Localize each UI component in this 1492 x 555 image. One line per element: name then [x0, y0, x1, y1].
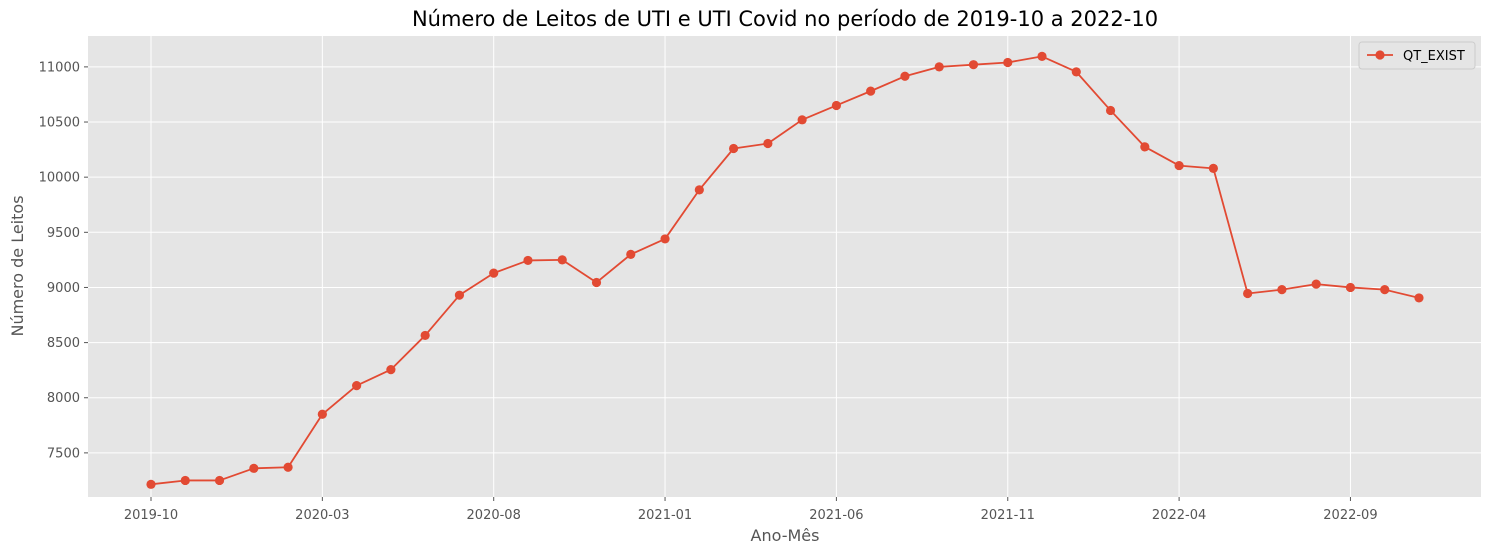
data-point [1208, 163, 1218, 173]
x-tick-label: 2022-09 [1323, 508, 1377, 523]
data-point [146, 479, 156, 489]
x-tick-label: 2021-01 [638, 508, 692, 523]
plot-area [88, 36, 1481, 497]
legend-label: QT_EXIST [1403, 49, 1465, 64]
data-point [317, 409, 327, 419]
data-point [386, 365, 396, 375]
x-tick-label: 2021-11 [981, 508, 1035, 523]
data-point [1345, 282, 1356, 293]
x-tick-label: 2022-04 [1152, 508, 1206, 523]
data-point [180, 475, 190, 486]
data-point [420, 330, 430, 341]
data-point [694, 185, 704, 195]
y-axis: 7500 8000 8500 9000 9500 10000 10500 11000 [39, 60, 88, 461]
x-axis-label: Ano-Mês [751, 526, 820, 545]
data-point [968, 60, 979, 70]
data-point [1414, 293, 1424, 303]
data-point [1003, 57, 1013, 68]
data-point [1105, 105, 1116, 116]
data-point [1071, 67, 1081, 77]
data-point [1380, 285, 1390, 295]
x-axis: 2019-10 2020-03 2020-08 2021-01 2021-06 2021-… [124, 497, 1378, 523]
x-tick-label: 2019-10 [124, 508, 178, 523]
y-tick-label: 8000 [47, 391, 80, 406]
data-point [866, 86, 876, 96]
data-point [454, 290, 465, 300]
x-tick-label: 2020-08 [467, 508, 521, 523]
y-tick-label: 9500 [47, 226, 80, 241]
data-point [797, 115, 807, 125]
legend-marker [1375, 50, 1385, 60]
x-tick-label: 2021-06 [809, 508, 863, 523]
y-tick-label: 10000 [39, 171, 80, 186]
data-point [489, 268, 499, 278]
data-point [660, 234, 670, 244]
y-tick-label: 9000 [47, 281, 80, 296]
data-point [214, 475, 225, 486]
data-point [934, 62, 944, 72]
legend: QT_EXIST [1358, 41, 1476, 70]
data-point [523, 255, 533, 266]
legend-box [1358, 41, 1476, 70]
y-tick-label: 11000 [39, 60, 80, 75]
data-point [283, 462, 293, 472]
chart-title: Número de Leitos de UTI e UTI Covid no p… [412, 7, 1158, 31]
data-point [900, 71, 910, 81]
data-point [1243, 288, 1253, 299]
data-point [591, 277, 602, 288]
data-point [352, 381, 362, 391]
series-layer [146, 51, 1424, 489]
data-point [249, 463, 259, 473]
y-tick-label: 10500 [39, 116, 80, 131]
series-line [150, 55, 1420, 486]
data-point [763, 138, 773, 149]
data-point [557, 255, 567, 265]
data-point [1277, 285, 1287, 295]
data-point [728, 143, 739, 154]
data-point [1174, 160, 1184, 171]
y-tick-label: 7500 [47, 446, 80, 461]
y-tick-label: 8500 [47, 336, 80, 351]
gridlines [88, 36, 1481, 497]
data-point [1140, 142, 1150, 152]
data-point [1311, 279, 1321, 289]
data-point [626, 249, 636, 259]
x-tick-label: 2020-03 [295, 508, 349, 523]
y-axis-label: Número de Leitos [8, 195, 27, 336]
data-point [1037, 51, 1047, 62]
data-point [831, 100, 842, 111]
